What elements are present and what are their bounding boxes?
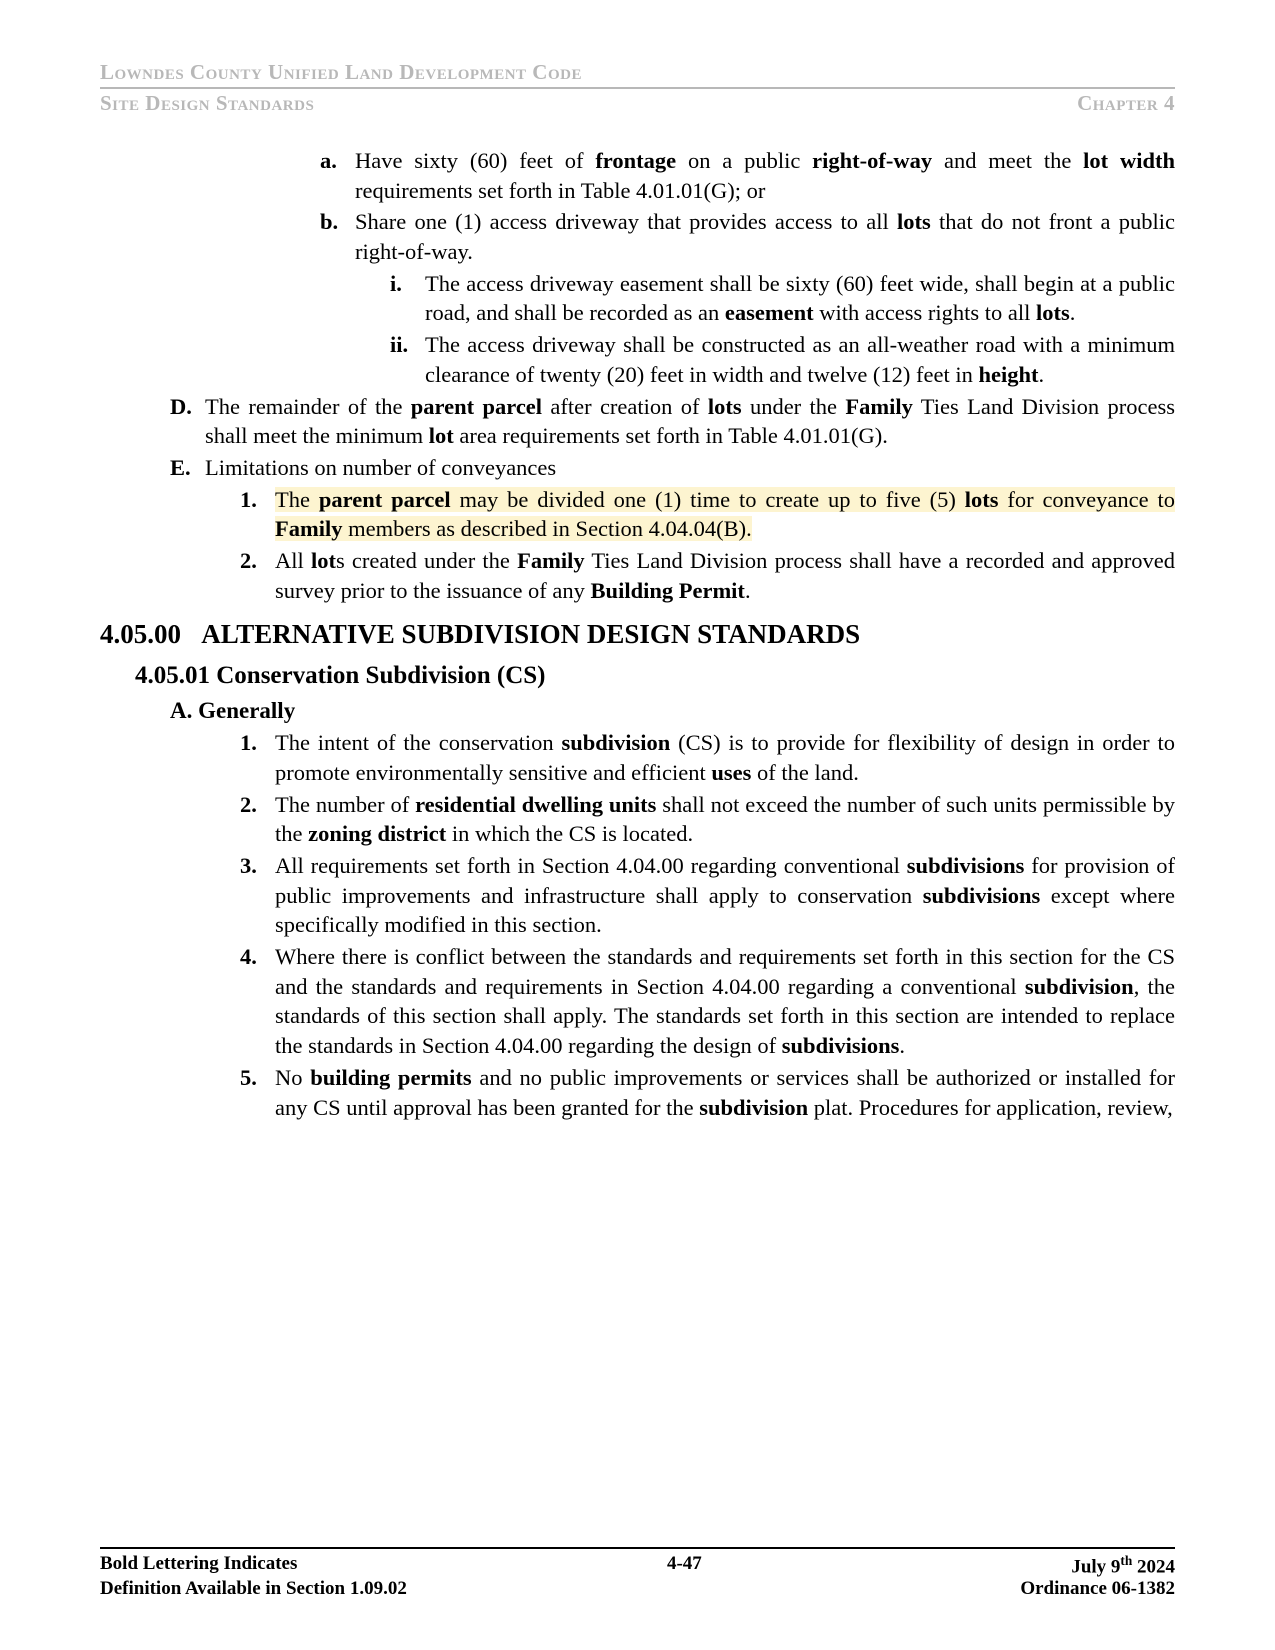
- marker-A1: 1.: [240, 728, 275, 787]
- footer-left1: Bold Lettering Indicates: [100, 1553, 297, 1578]
- item-E: E. Limitations on number of conveyances: [170, 453, 1175, 483]
- heading-A: A. Generally: [170, 696, 1175, 726]
- marker-E: E.: [170, 453, 205, 483]
- footer-center: 4-47: [667, 1553, 702, 1578]
- text-ii: The access driveway shall be constructed…: [425, 330, 1175, 389]
- text-A5: No building permits and no public improv…: [275, 1063, 1175, 1122]
- item-i: i. The access driveway easement shall be…: [390, 269, 1175, 328]
- item-E1: 1. The parent parcel may be divided one …: [240, 485, 1175, 544]
- section-title: ALTERNATIVE SUBDIVISION DESIGN STANDARDS: [201, 619, 860, 649]
- text-a: Have sixty (60) feet of frontage on a pu…: [355, 146, 1175, 205]
- header-right: Chapter 4: [1077, 91, 1175, 116]
- text-b: Share one (1) access driveway that provi…: [355, 207, 1175, 266]
- subsection-title: Conservation Subdivision (CS): [216, 662, 545, 689]
- marker-E1: 1.: [240, 485, 275, 544]
- item-A2: 2. The number of residential dwelling un…: [240, 790, 1175, 849]
- item-A3: 3. All requirements set forth in Section…: [240, 851, 1175, 940]
- subsection-heading: 4.05.01 Conservation Subdivision (CS): [135, 659, 1175, 692]
- item-b: b. Share one (1) access driveway that pr…: [320, 207, 1175, 266]
- text-E2: All lots created under the Family Ties L…: [275, 546, 1175, 605]
- text-E1: The parent parcel may be divided one (1)…: [275, 485, 1175, 544]
- marker-A3: 3.: [240, 851, 275, 940]
- text-D: The remainder of the parent parcel after…: [205, 392, 1175, 451]
- highlight-E1: The parent parcel may be divided one (1)…: [275, 487, 1175, 542]
- item-a: a. Have sixty (60) feet of frontage on a…: [320, 146, 1175, 205]
- body-content: a. Have sixty (60) feet of frontage on a…: [100, 146, 1175, 1122]
- marker-D: D.: [170, 392, 205, 451]
- text-i: The access driveway easement shall be si…: [425, 269, 1175, 328]
- marker-A5: 5.: [240, 1063, 275, 1122]
- subsection-number: 4.05.01: [135, 662, 210, 689]
- text-A4: Where there is conflict between the stan…: [275, 942, 1175, 1061]
- page-footer: Bold Lettering Indicates 4-47 July 9th 2…: [100, 1547, 1175, 1600]
- text-E: Limitations on number of conveyances: [205, 453, 1175, 483]
- item-A4: 4. Where there is conflict between the s…: [240, 942, 1175, 1061]
- header-left: Site Design Standards: [100, 91, 314, 116]
- header-subtitle-row: Site Design Standards Chapter 4: [100, 91, 1175, 116]
- text-A3: All requirements set forth in Section 4.…: [275, 851, 1175, 940]
- item-ii: ii. The access driveway shall be constru…: [390, 330, 1175, 389]
- item-A5: 5. No building permits and no public imp…: [240, 1063, 1175, 1122]
- marker-A2: 2.: [240, 790, 275, 849]
- marker-b: b.: [320, 207, 355, 266]
- marker-ii: ii.: [390, 330, 425, 389]
- marker-a: a.: [320, 146, 355, 205]
- section-number: 4.05.00: [100, 619, 181, 649]
- item-D: D. The remainder of the parent parcel af…: [170, 392, 1175, 451]
- footer-left2: Definition Available in Section 1.09.02: [100, 1578, 407, 1600]
- document-page: Lowndes County Unified Land Development …: [0, 0, 1275, 1650]
- text-A2: The number of residential dwelling units…: [275, 790, 1175, 849]
- text-A1: The intent of the conservation subdivisi…: [275, 728, 1175, 787]
- header-title: Lowndes County Unified Land Development …: [100, 60, 1175, 89]
- marker-i: i.: [390, 269, 425, 328]
- footer-right1: July 9th 2024: [1071, 1553, 1175, 1578]
- section-heading: 4.05.00 ALTERNATIVE SUBDIVISION DESIGN S…: [100, 617, 1175, 653]
- item-A1: 1. The intent of the conservation subdiv…: [240, 728, 1175, 787]
- marker-E2: 2.: [240, 546, 275, 605]
- footer-right2: Ordinance 06-1382: [1020, 1578, 1175, 1600]
- marker-A4: 4.: [240, 942, 275, 1061]
- item-E2: 2. All lots created under the Family Tie…: [240, 546, 1175, 605]
